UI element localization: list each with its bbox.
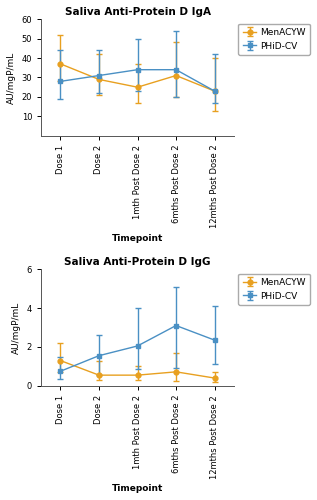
Y-axis label: AU/mgP/mL: AU/mgP/mL [7,52,16,104]
Y-axis label: AU/mgP/mL: AU/mgP/mL [12,302,21,354]
X-axis label: Timepoint: Timepoint [112,484,163,493]
Title: Saliva Anti-Protein D IgG: Saliva Anti-Protein D IgG [64,257,211,267]
X-axis label: Timepoint: Timepoint [112,234,163,243]
Legend: MenACYW, PHiD-CV: MenACYW, PHiD-CV [238,24,310,55]
Legend: MenACYW, PHiD-CV: MenACYW, PHiD-CV [238,274,310,305]
Title: Saliva Anti-Protein D IgA: Saliva Anti-Protein D IgA [64,7,210,17]
